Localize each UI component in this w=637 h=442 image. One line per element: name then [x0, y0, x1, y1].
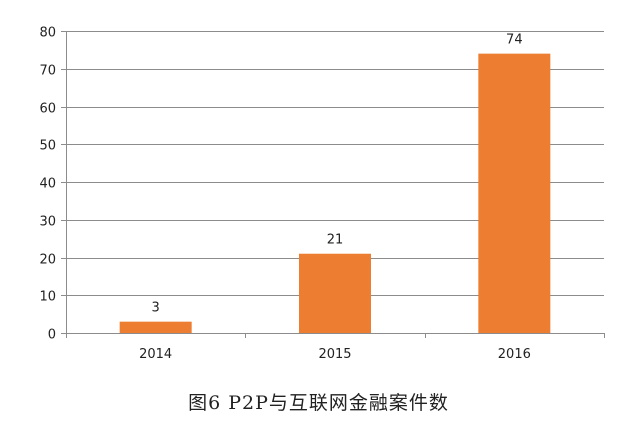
y-tick-label: 20 [39, 253, 56, 268]
y-tick-label: 80 [39, 26, 56, 41]
x-tick-label: 2015 [318, 347, 351, 362]
data-label: 3 [152, 301, 160, 316]
y-tick-label: 50 [39, 139, 56, 154]
y-tick-label: 70 [39, 64, 56, 79]
x-tick-label: 2016 [498, 347, 531, 362]
y-tick-label: 60 [39, 102, 56, 117]
figure-caption: 图6 P2P与互联网金融案件数 [188, 392, 449, 414]
y-tick-label: 30 [39, 215, 56, 230]
bar [478, 53, 551, 334]
data-label: 74 [506, 33, 523, 48]
x-tick-label: 2014 [139, 347, 172, 362]
y-tick-label: 10 [39, 290, 56, 305]
chart-canvas: 0 10 20 30 40 50 60 70 80 3 2014 21 2015 74 2016 [39, 26, 605, 362]
y-tick-label: 0 [48, 328, 56, 343]
y-tick-label: 40 [39, 177, 56, 192]
data-label: 21 [327, 233, 344, 248]
bar [119, 321, 192, 333]
bar [299, 253, 371, 333]
